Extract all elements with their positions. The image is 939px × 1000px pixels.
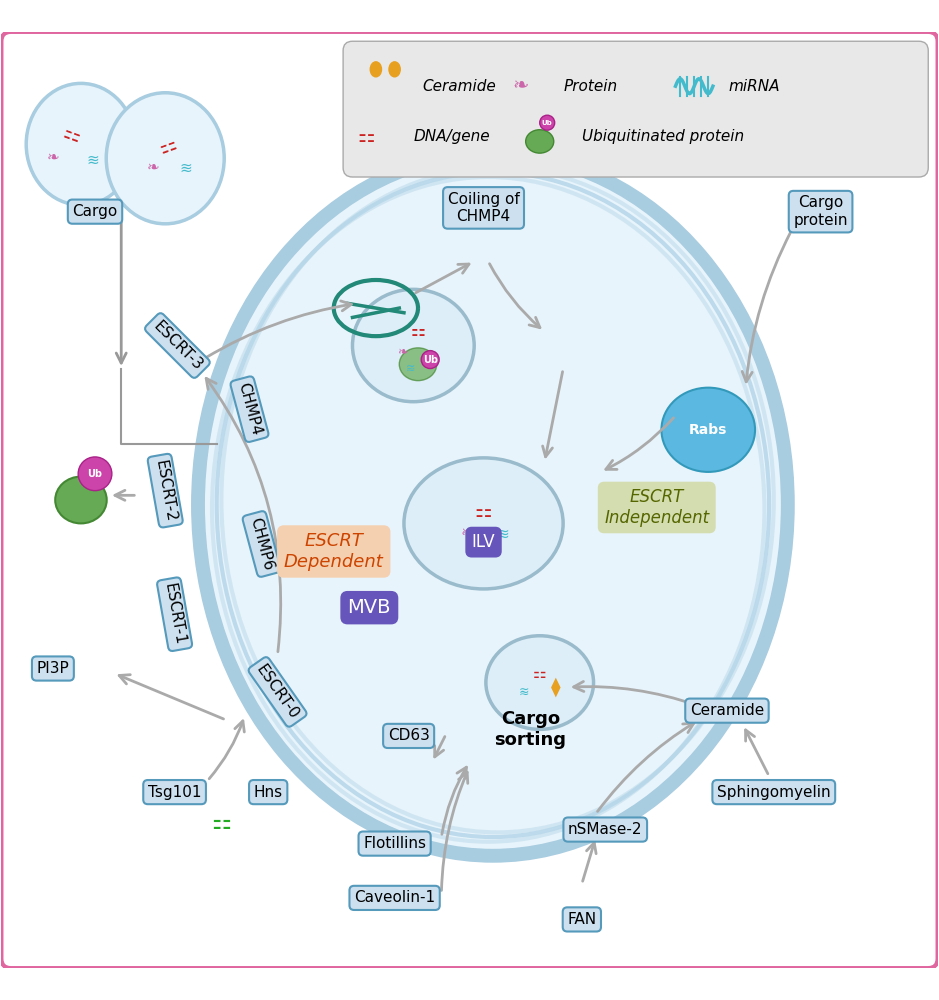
Text: Ceramide: Ceramide	[423, 79, 497, 94]
Text: DNA/gene: DNA/gene	[413, 129, 490, 144]
Text: ⚏: ⚏	[410, 322, 425, 340]
Text: Sphingomyelin: Sphingomyelin	[717, 785, 831, 800]
Text: ⧫: ⧫	[551, 677, 561, 697]
Text: Hns: Hns	[254, 785, 283, 800]
Text: ⚏: ⚏	[533, 666, 546, 681]
Ellipse shape	[26, 83, 136, 205]
Text: Cargo
sorting: Cargo sorting	[494, 710, 566, 749]
Text: CHMP6: CHMP6	[247, 516, 276, 572]
Ellipse shape	[404, 458, 563, 589]
Text: Ceramide: Ceramide	[690, 703, 764, 718]
Text: CD63: CD63	[388, 728, 429, 743]
Text: CHMP4: CHMP4	[236, 381, 264, 437]
Text: ⚏: ⚏	[211, 813, 231, 833]
Ellipse shape	[485, 636, 593, 729]
Text: FAN: FAN	[567, 912, 596, 927]
Text: ≋: ≋	[179, 161, 192, 176]
Ellipse shape	[198, 154, 788, 856]
Text: ⚏: ⚏	[475, 502, 492, 521]
Text: ≋: ≋	[518, 685, 529, 698]
Text: ESCRT-3: ESCRT-3	[150, 318, 205, 373]
Text: Caveolin-1: Caveolin-1	[354, 890, 435, 905]
Text: Rabs: Rabs	[689, 423, 728, 437]
Ellipse shape	[661, 388, 755, 472]
Text: ESCRT
Dependent: ESCRT Dependent	[284, 532, 384, 571]
Text: ESCRT-0: ESCRT-0	[254, 662, 301, 722]
Text: Ub: Ub	[542, 120, 552, 126]
Ellipse shape	[55, 477, 107, 523]
Text: Ub: Ub	[87, 469, 102, 479]
Text: Ubiquitinated protein: Ubiquitinated protein	[582, 129, 744, 144]
Ellipse shape	[526, 130, 554, 153]
Circle shape	[540, 115, 555, 130]
Ellipse shape	[389, 62, 400, 77]
Text: ❧: ❧	[397, 346, 408, 359]
FancyBboxPatch shape	[343, 41, 929, 177]
FancyBboxPatch shape	[1, 32, 938, 968]
Text: ≋: ≋	[86, 153, 100, 168]
Text: ⚏: ⚏	[358, 127, 376, 146]
Ellipse shape	[399, 348, 437, 381]
Text: ⚏: ⚏	[157, 134, 179, 158]
Text: ⚏: ⚏	[60, 123, 83, 147]
Text: ESCRT-2: ESCRT-2	[152, 458, 178, 523]
Text: ≋: ≋	[496, 527, 509, 542]
Text: Protein: Protein	[563, 79, 617, 94]
Ellipse shape	[370, 62, 381, 77]
Text: ❧: ❧	[47, 150, 59, 165]
Ellipse shape	[352, 289, 474, 402]
Text: ESCRT
Independent: ESCRT Independent	[604, 488, 709, 527]
Text: Ub: Ub	[423, 355, 438, 365]
Text: Cargo: Cargo	[72, 204, 117, 219]
Text: Tsg101: Tsg101	[147, 785, 201, 800]
Text: ≋: ≋	[406, 364, 415, 374]
Text: nSMase-2: nSMase-2	[568, 822, 642, 837]
Text: PI3P: PI3P	[37, 661, 69, 676]
Text: Cargo
protein: Cargo protein	[793, 195, 848, 228]
Text: Coiling of
CHMP4: Coiling of CHMP4	[448, 192, 519, 224]
Text: ESCRT-1: ESCRT-1	[162, 582, 188, 646]
Text: ILV: ILV	[471, 533, 496, 551]
Text: ❧: ❧	[461, 524, 474, 542]
Text: Flotillins: Flotillins	[363, 836, 426, 851]
Text: MVB: MVB	[347, 598, 391, 617]
Text: miRNA: miRNA	[729, 79, 780, 94]
Text: ❧: ❧	[513, 77, 530, 96]
Text: ❧: ❧	[146, 160, 160, 175]
Ellipse shape	[106, 93, 224, 224]
Circle shape	[78, 457, 112, 491]
